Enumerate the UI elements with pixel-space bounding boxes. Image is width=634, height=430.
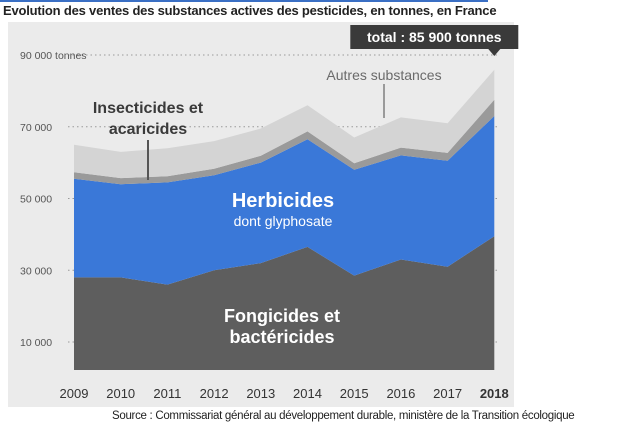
source-note: Source : Commissariat général au dévelop… xyxy=(112,410,575,422)
label-autres: Autres substances xyxy=(326,67,441,83)
x-tick-label: 2014 xyxy=(293,386,322,401)
chart-title: Evolution des ventes des substances acti… xyxy=(3,3,497,18)
x-tick-labels: 2009 2010 2011 2012 2013 2014 2015 2016 2017 2018 xyxy=(60,386,509,401)
x-tick-label: 2011 xyxy=(153,386,181,401)
x-tick-label: 2018 xyxy=(480,386,509,401)
x-tick-label: 2015 xyxy=(340,386,369,401)
x-tick-label: 2016 xyxy=(386,386,415,401)
label-fongicides-2: bactéricides xyxy=(229,327,334,347)
area-series-0 xyxy=(74,236,495,370)
x-tick-label: 2013 xyxy=(246,386,275,401)
callout-pointer xyxy=(488,49,501,56)
callout-box xyxy=(350,25,519,49)
x-tick-label: 2010 xyxy=(106,386,135,401)
label-insecticides-1: Insecticides et xyxy=(93,100,204,117)
y-tick-label: 90 000 tonnes xyxy=(20,50,87,62)
callout-text: total : 85 900 tonnes xyxy=(367,29,502,45)
leader-lines xyxy=(147,84,385,180)
label-insecticides-2: acaricides xyxy=(109,121,187,138)
stacked-areas xyxy=(74,69,495,370)
y-tick-label: 30 000 xyxy=(20,265,52,277)
label-herbicides-1: Herbicides xyxy=(232,190,334,212)
x-tick-label: 2012 xyxy=(200,386,229,401)
x-tick-label: 2017 xyxy=(433,386,462,401)
label-fongicides-1: Fongicides et xyxy=(224,306,340,326)
y-tick-label: 10 000 xyxy=(20,337,52,349)
y-tick-label: 70 000 xyxy=(20,122,52,134)
total-callout: total : 85 900 tonnes xyxy=(350,25,519,56)
y-tick-label: 50 000 xyxy=(20,194,52,206)
x-tick-label: 2009 xyxy=(60,386,89,401)
label-herbicides-2: dont glyphosate xyxy=(234,213,333,229)
area-series-1 xyxy=(74,116,495,285)
title-rule xyxy=(0,0,488,2)
area-series-3 xyxy=(74,69,495,179)
y-tick-labels: 10 000 30 000 50 000 70 000 90 000 tonnes xyxy=(20,50,87,349)
